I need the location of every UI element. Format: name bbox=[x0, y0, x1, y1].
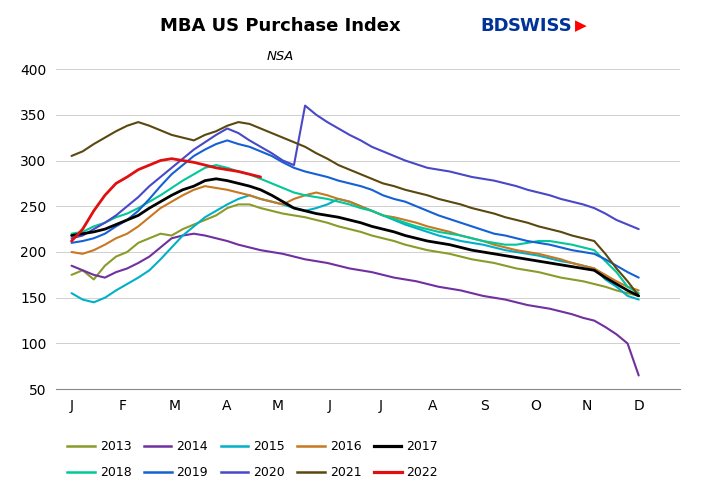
Text: SWISS: SWISS bbox=[508, 17, 573, 35]
Text: MBA US Purchase Index: MBA US Purchase Index bbox=[160, 17, 401, 35]
Text: BD: BD bbox=[480, 17, 509, 35]
Text: ▶: ▶ bbox=[575, 18, 587, 33]
Text: NSA: NSA bbox=[266, 50, 294, 63]
Legend: 2018, 2019, 2020, 2021, 2022: 2018, 2019, 2020, 2021, 2022 bbox=[62, 462, 443, 485]
